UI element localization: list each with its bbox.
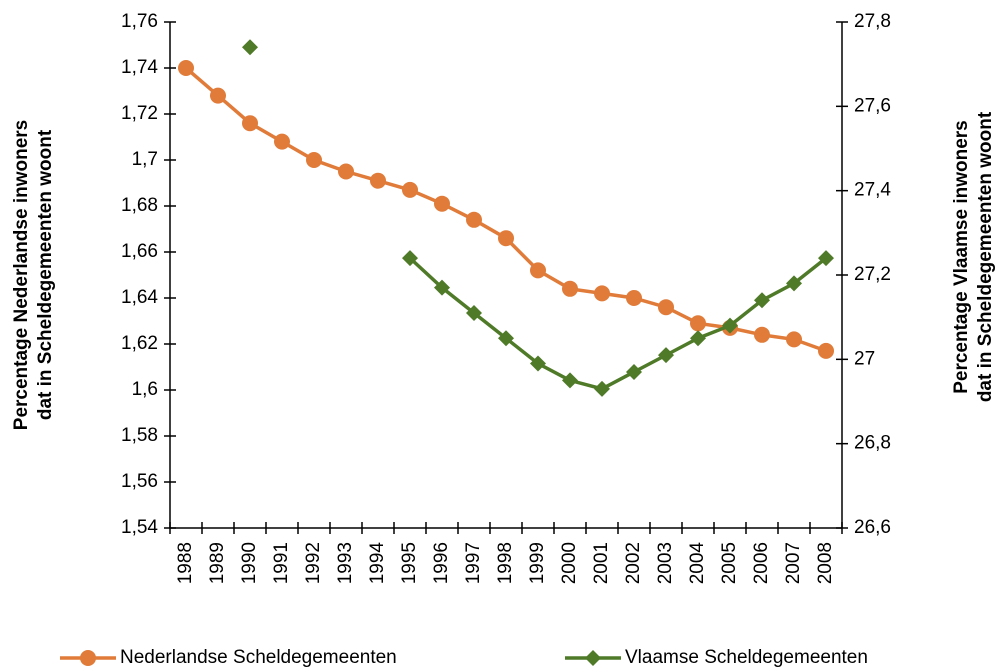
data-point [242, 115, 258, 132]
data-point [690, 330, 706, 347]
x-tick-label: 2006 [751, 542, 772, 584]
y-axis-title: dat in Scheldegemeenten woont [35, 129, 56, 420]
x-tick-label: 2005 [719, 542, 740, 584]
data-point [658, 347, 674, 364]
y-axis-title: Percentage Nederlandse inwoners [11, 120, 32, 430]
series-line [184, 66, 827, 353]
legend-label: Nederlandse Scheldegemeenten [120, 647, 397, 668]
data-point [754, 292, 770, 309]
data-point [434, 279, 450, 296]
data-point [274, 133, 290, 150]
data-point [242, 39, 258, 56]
data-point [498, 330, 514, 347]
data-point [210, 87, 226, 104]
y-tick-label: 1,7 [132, 149, 158, 170]
x-tick-label: 1998 [495, 542, 516, 584]
y-tick-label: 1,58 [121, 425, 158, 446]
y2-axis-title: dat in Scheldegemeenten woont [975, 111, 996, 402]
y-tick-label: 1,62 [121, 333, 158, 354]
y2-tick-label: 27,2 [854, 264, 891, 285]
y2-tick-label: 26,8 [854, 433, 891, 454]
y-tick-label: 1,54 [121, 517, 158, 538]
x-tick-label: 1999 [527, 542, 548, 584]
x-tick-label: 1996 [431, 542, 452, 584]
x-tick-label: 1989 [207, 542, 228, 584]
y-tick-label: 1,68 [121, 195, 158, 216]
data-point [754, 326, 770, 343]
x-tick-label: 2007 [783, 542, 804, 584]
y-tick-label: 1,72 [121, 103, 158, 124]
y-tick-label: 1,74 [121, 57, 158, 78]
x-tick-label: 1994 [367, 542, 388, 585]
data-point [594, 380, 610, 397]
data-point [722, 317, 738, 334]
data-point [466, 211, 482, 228]
y2-tick-label: 27 [854, 348, 875, 369]
legend-marker [80, 650, 96, 666]
y2-axis-title: Percentage Vlaamse inwoners [951, 120, 972, 394]
data-point [818, 342, 834, 359]
data-point [338, 163, 354, 180]
x-tick-label: 2008 [815, 542, 836, 584]
y-tick-label: 1,56 [121, 471, 158, 492]
data-point [530, 355, 546, 372]
data-point [658, 299, 674, 316]
data-point [306, 152, 322, 168]
x-tick-label: 2003 [655, 542, 676, 584]
y-tick-label: 1,76 [121, 11, 158, 32]
x-tick-label: 1991 [271, 542, 292, 584]
data-point [786, 331, 802, 348]
x-tick-label: 2001 [591, 542, 612, 584]
data-point [530, 262, 546, 279]
y2-tick-label: 27,4 [854, 180, 891, 201]
y-tick-label: 1,64 [121, 287, 158, 308]
data-point [562, 372, 578, 389]
x-tick-label: 1990 [239, 542, 260, 584]
x-tick-label: 2004 [687, 542, 708, 585]
y2-tick-label: 26,6 [854, 517, 891, 538]
y-tick-label: 1,6 [132, 379, 158, 400]
y2-tick-label: 27,6 [854, 95, 891, 116]
data-point [498, 230, 514, 247]
legend-label: Vlaamse Scheldegemeenten [625, 647, 868, 668]
data-point [626, 363, 642, 380]
series-line [408, 256, 828, 391]
y-tick-label: 1,66 [121, 241, 158, 262]
x-tick-label: 2002 [623, 542, 644, 584]
legend-marker [585, 650, 601, 666]
data-point [562, 280, 578, 297]
data-point [402, 250, 418, 267]
data-point [466, 304, 482, 321]
x-tick-label: 2000 [559, 542, 580, 584]
data-point [626, 290, 642, 306]
data-point [402, 181, 418, 198]
x-tick-label: 1993 [335, 542, 356, 584]
data-point [786, 275, 802, 292]
x-tick-label: 1995 [399, 542, 420, 584]
data-point [434, 195, 450, 212]
data-point [690, 315, 706, 332]
x-tick-label: 1992 [303, 542, 324, 584]
data-point [594, 285, 610, 302]
data-point [370, 172, 386, 189]
x-tick-label: 1988 [175, 542, 196, 584]
data-point [818, 250, 834, 267]
x-tick-label: 1997 [463, 542, 484, 584]
y2-tick-label: 27,8 [854, 11, 891, 32]
data-point [178, 60, 194, 76]
